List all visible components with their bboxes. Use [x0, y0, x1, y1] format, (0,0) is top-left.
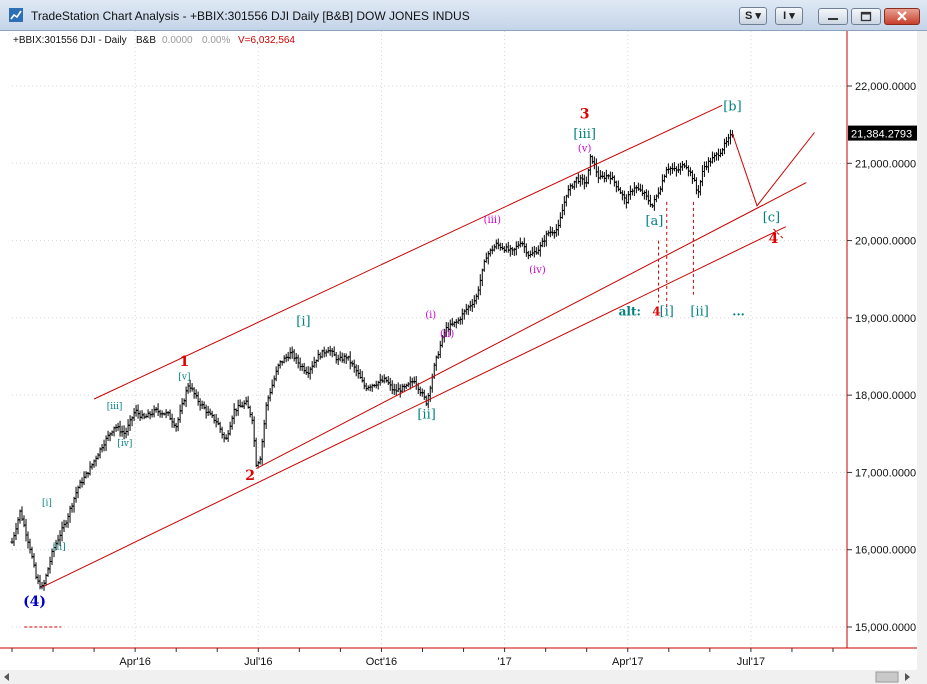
x-tick-label: Jul'17	[737, 656, 765, 668]
window-titlebar: TradeStation Chart Analysis - +BBIX:3015…	[0, 0, 927, 31]
wave-label: 1	[180, 354, 190, 370]
minimize-icon	[828, 18, 838, 20]
window-title: TradeStation Chart Analysis - +BBIX:3015…	[31, 9, 470, 23]
header-volume: V=6,032,564	[238, 35, 295, 46]
chart-overlays	[24, 104, 815, 628]
info-button-label: I	[783, 10, 787, 22]
wave-label: (4)	[23, 594, 46, 610]
chevron-down-icon: ▾	[752, 10, 761, 22]
close-icon	[897, 11, 907, 21]
horizontal-scrollbar[interactable]	[0, 670, 917, 684]
channel-line	[256, 182, 807, 470]
wave-labels: 1 2 3 4 4 (4) [i] [ii] [iii] [a] [b] [c] [i] [ii] alt:…	[23, 100, 780, 610]
chart-background	[0, 31, 927, 684]
wave-label: [i]	[296, 315, 310, 330]
y-tick-label: 18,000.0000	[855, 390, 916, 402]
maximize-icon	[860, 11, 872, 22]
scroll-left-icon[interactable]	[4, 673, 9, 681]
minimize-button[interactable]	[818, 8, 848, 25]
header-change: 0.0000	[162, 35, 193, 46]
maximize-button[interactable]	[851, 8, 881, 25]
x-tick-label: Apr'16	[119, 656, 150, 668]
x-tick-label: '17	[497, 656, 511, 668]
vertical-scrollbar[interactable]	[917, 31, 927, 684]
wave-label: 4	[769, 231, 779, 247]
wave-label: (iii)	[484, 215, 501, 226]
wave-label: 4	[652, 305, 660, 319]
wave-label: [b]	[723, 100, 741, 115]
wave-label: [iii]	[107, 402, 123, 412]
wave-label: [ii]	[690, 305, 708, 320]
y-tick-label: 17,000.0000	[855, 467, 916, 479]
price-chart[interactable]: +BBIX:301556 DJI - Daily B&B 0.0000 0.00…	[0, 31, 927, 684]
price-bars	[10, 129, 735, 591]
last-price-label: 21,384.2793	[851, 129, 912, 141]
style-menu-button[interactable]: S ▾	[739, 7, 767, 25]
wave-label: (i)	[425, 310, 436, 321]
channel-line	[93, 104, 723, 400]
x-tick-label: Oct'16	[366, 656, 397, 668]
wave-label: [ii]	[417, 407, 435, 422]
wave-label: [iii]	[573, 127, 596, 142]
projection-segment	[773, 228, 785, 240]
wave-label: [ii]	[53, 543, 66, 553]
scroll-thumb[interactable]	[875, 671, 899, 683]
y-tick-label: 15,000.0000	[855, 622, 916, 634]
wave-label: alt:	[619, 305, 641, 319]
wave-label: [c]	[763, 210, 780, 225]
time-axis: Apr'16 Jul'16 Oct'16 '17 Apr'17 Jul'17	[11, 648, 834, 668]
wave-label: 2	[245, 468, 255, 484]
y-tick-label: 21,000.0000	[855, 158, 916, 170]
tradestation-app-icon	[9, 8, 23, 22]
chevron-down-icon: ▾	[786, 10, 795, 22]
x-tick-label: Jul'16	[244, 656, 272, 668]
info-menu-button[interactable]: I ▾	[775, 7, 803, 25]
close-button[interactable]	[884, 8, 920, 25]
wave-label: 3	[580, 106, 590, 122]
wave-label: [iv]	[117, 439, 132, 449]
channel-line	[42, 226, 787, 588]
wave-label: [a]	[645, 214, 663, 229]
header-symbol: +BBIX:301556 DJI - Daily	[13, 35, 127, 46]
wave-label: [i]	[660, 305, 674, 320]
wave-label: (iv)	[529, 265, 546, 276]
header-provider: B&B	[136, 35, 156, 46]
wave-label: [i]	[42, 499, 52, 509]
y-tick-label: 20,000.0000	[855, 236, 916, 248]
y-tick-label: 22,000.0000	[855, 81, 916, 93]
y-tick-label: 19,000.0000	[855, 313, 916, 325]
x-tick-label: Apr'17	[612, 656, 643, 668]
wave-label: ...	[732, 305, 745, 319]
price-axis: 22,000.0000 21,000.0000 20,000.0000 19,000.…	[847, 81, 917, 634]
y-tick-label: 16,000.0000	[855, 545, 916, 557]
projection-path	[731, 132, 815, 207]
wave-label: (ii)	[440, 329, 454, 340]
wave-label: [v]	[178, 373, 190, 383]
scroll-right-icon[interactable]	[905, 673, 910, 681]
header-change-pct: 0.00%	[202, 35, 230, 46]
last-price-box	[848, 125, 917, 141]
style-button-label: S	[745, 10, 753, 22]
chart-header: +BBIX:301556 DJI - Daily B&B 0.0000 0.00…	[13, 35, 295, 46]
wave-label: (v)	[578, 144, 592, 155]
